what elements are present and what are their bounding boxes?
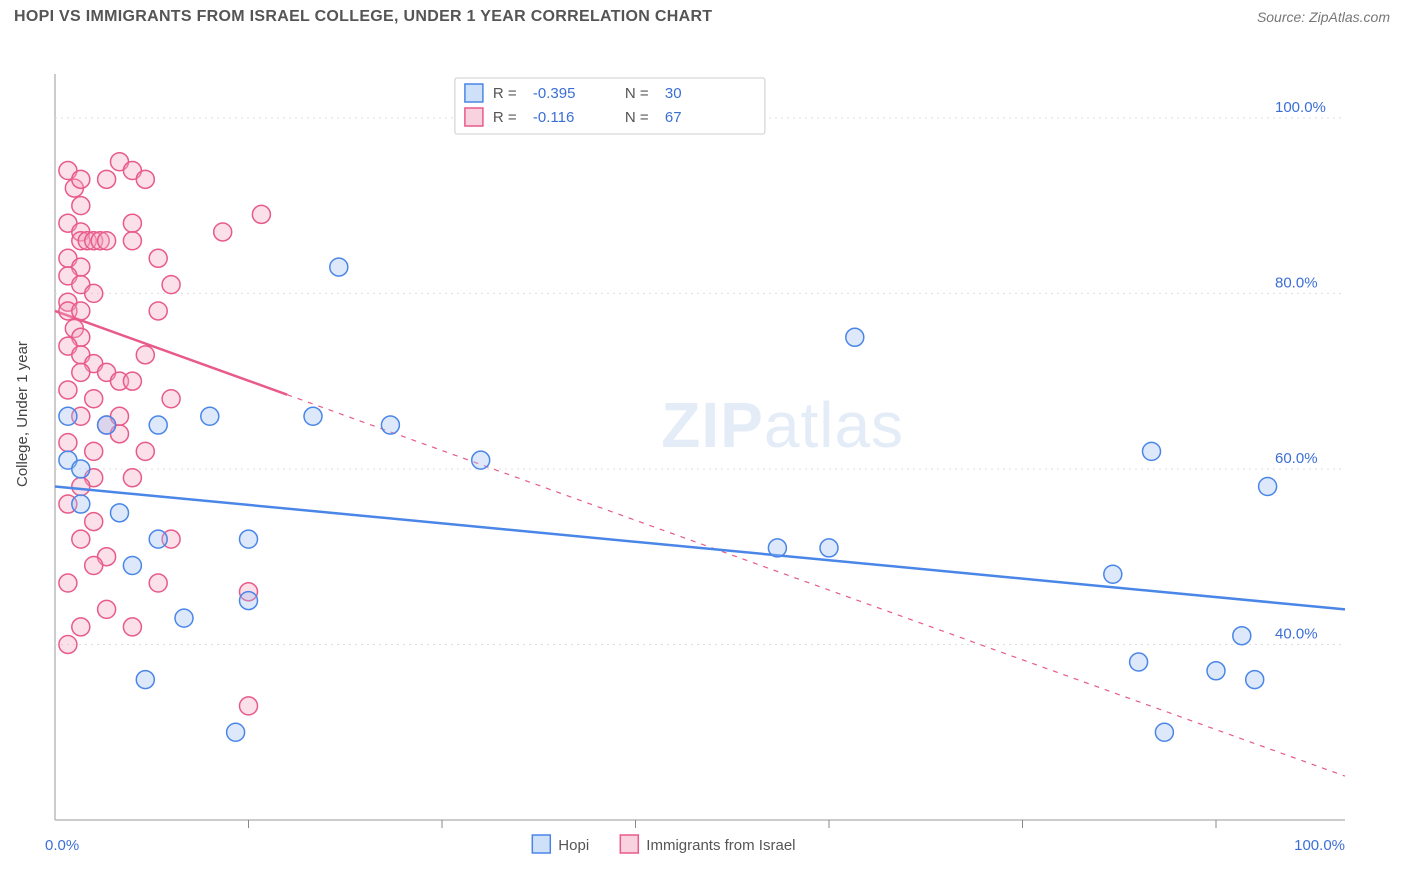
hopi-point <box>1207 662 1225 680</box>
y-axis-label: College, Under 1 year <box>14 341 31 487</box>
hopi-point <box>136 671 154 689</box>
israel-point <box>59 434 77 452</box>
hopi-point <box>1246 671 1264 689</box>
hopi-point <box>227 723 245 741</box>
hopi-point <box>820 539 838 557</box>
legend-r-label: R = <box>493 85 517 102</box>
israel-point <box>72 302 90 320</box>
hopi-point <box>330 258 348 276</box>
legend-n-label: N = <box>625 109 649 126</box>
hopi-point <box>472 451 490 469</box>
hopi-point <box>59 407 77 425</box>
israel-point <box>72 170 90 188</box>
israel-point <box>123 469 141 487</box>
hopi-point <box>240 530 258 548</box>
hopi-point <box>72 460 90 478</box>
israel-point <box>98 232 116 250</box>
israel-point <box>72 477 90 495</box>
israel-point <box>72 530 90 548</box>
hopi-point <box>768 539 786 557</box>
hopi-point <box>1233 627 1251 645</box>
legend-swatch <box>465 84 483 102</box>
israel-point <box>85 442 103 460</box>
bottom-legend-swatch <box>532 835 550 853</box>
title-bar: HOPI VS IMMIGRANTS FROM ISRAEL COLLEGE, … <box>0 0 1406 30</box>
israel-point <box>59 381 77 399</box>
legend-swatch <box>465 108 483 126</box>
israel-point <box>214 223 232 241</box>
israel-point <box>162 276 180 294</box>
israel-point <box>123 232 141 250</box>
israel-point <box>162 390 180 408</box>
hopi-point <box>72 495 90 513</box>
hopi-point <box>111 504 129 522</box>
israel-point <box>252 205 270 223</box>
legend-r-value: -0.395 <box>533 85 576 102</box>
hopi-point <box>175 609 193 627</box>
hopi-point <box>1155 723 1173 741</box>
watermark: ZIPatlas <box>661 389 904 461</box>
chart-title: HOPI VS IMMIGRANTS FROM ISRAEL COLLEGE, … <box>14 8 712 26</box>
hopi-point <box>846 328 864 346</box>
israel-point <box>136 442 154 460</box>
israel-point <box>72 197 90 215</box>
x-min-label: 0.0% <box>45 837 79 854</box>
hopi-point <box>304 407 322 425</box>
israel-point <box>98 600 116 618</box>
x-max-label: 100.0% <box>1294 837 1345 854</box>
hopi-point <box>98 416 116 434</box>
y-tick-label: 80.0% <box>1275 274 1318 291</box>
legend-n-value: 67 <box>665 109 682 126</box>
israel-point <box>85 513 103 531</box>
hopi-point <box>1130 653 1148 671</box>
hopi-point <box>1143 442 1161 460</box>
hopi-point <box>240 592 258 610</box>
legend-r-value: -0.116 <box>533 109 574 126</box>
israel-point <box>136 170 154 188</box>
israel-point <box>85 284 103 302</box>
hopi-point <box>1259 477 1277 495</box>
israel-point <box>85 390 103 408</box>
israel-point <box>72 363 90 381</box>
correlation-chart: 40.0% 60.0% 80.0% 100.0% 0.0% 100.0% College, … <box>0 30 1406 880</box>
hopi-point <box>381 416 399 434</box>
israel-point <box>136 346 154 364</box>
israel-point <box>123 372 141 390</box>
y-tick-label: 60.0% <box>1275 450 1318 467</box>
israel-point <box>59 635 77 653</box>
hopi-point <box>1104 565 1122 583</box>
legend-r-label: R = <box>493 109 517 126</box>
hopi-point <box>123 556 141 574</box>
chart-svg: 40.0% 60.0% 80.0% 100.0% 0.0% 100.0% College, … <box>0 30 1406 880</box>
legend-n-label: N = <box>625 85 649 102</box>
israel-point <box>85 556 103 574</box>
source-label: Source: ZipAtlas.com <box>1257 9 1390 25</box>
hopi-point <box>149 416 167 434</box>
israel-point <box>59 574 77 592</box>
israel-point <box>240 697 258 715</box>
bottom-legend-label: Hopi <box>558 837 589 854</box>
hopi-point <box>149 530 167 548</box>
bottom-legend-swatch <box>620 835 638 853</box>
israel-point <box>72 618 90 636</box>
israel-point <box>149 249 167 267</box>
legend-n-value: 30 <box>665 85 682 102</box>
israel-point <box>123 618 141 636</box>
bottom-legend-label: Immigrants from Israel <box>646 837 795 854</box>
y-tick-label: 40.0% <box>1275 625 1318 642</box>
y-tick-label: 100.0% <box>1275 99 1326 116</box>
israel-point <box>149 574 167 592</box>
hopi-point <box>201 407 219 425</box>
israel-point <box>149 302 167 320</box>
israel-point <box>98 170 116 188</box>
israel-point <box>123 214 141 232</box>
